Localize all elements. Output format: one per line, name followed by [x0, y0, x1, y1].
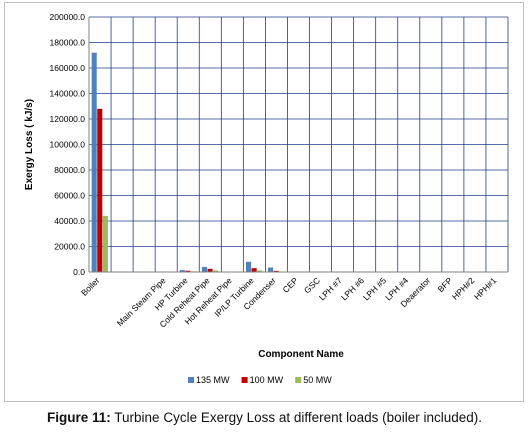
x-tick-label: Boiler: [79, 275, 102, 298]
y-tick-label: 40000.0: [54, 216, 85, 226]
exergy-loss-chart: 0.0 20000.0 40000.0 60000.0 80000.0 100000.0 1…: [24, 12, 509, 385]
legend-swatch: [295, 377, 302, 383]
y-tick-label: 160000.0: [50, 63, 86, 73]
bar-50-mw: [213, 270, 219, 272]
legend-swatch: [241, 377, 248, 383]
legend-swatch: [188, 377, 194, 383]
y-tick-label: 120000.0: [50, 114, 86, 124]
y-tick-label: 200000.0: [50, 12, 86, 22]
y-tick-label: 20000.0: [54, 242, 85, 252]
bar-100-mw: [97, 108, 103, 272]
x-tick-label: HPH#1: [472, 275, 499, 302]
x-tick-label: LPH #6: [339, 275, 366, 302]
x-axis-title: Component Name: [258, 349, 344, 360]
x-tick-label: HPH#2: [450, 275, 477, 302]
bar-100-mw: [251, 268, 257, 272]
y-tick-label: 100000.0: [50, 140, 86, 150]
y-tick-label: 60000.0: [54, 191, 85, 201]
bar-135-mw: [268, 267, 274, 272]
y-tick-label: 80000.0: [54, 165, 85, 175]
y-tick-label: 0.0: [73, 267, 85, 277]
legend-label: 100 MW: [250, 375, 284, 385]
x-tick-label: LPH #5: [361, 275, 388, 302]
bar-50-mw: [102, 215, 108, 272]
figure-caption: Figure 11: Turbine Cycle Exergy Loss at …: [0, 410, 529, 425]
y-tick-label: 140000.0: [50, 89, 86, 99]
x-tick-label: BFP: [436, 275, 455, 294]
legend-label: 50 MW: [303, 375, 332, 385]
bar-100-mw: [273, 270, 279, 272]
bar-100-mw: [207, 268, 213, 272]
y-tick-label: 180000.0: [50, 38, 86, 48]
bar-135-mw: [91, 52, 97, 273]
figure-caption-text: Turbine Cycle Exergy Loss at different l…: [114, 410, 482, 425]
x-tick-label: CEP: [280, 275, 300, 295]
bar-135-mw: [201, 266, 207, 272]
bar-100-mw: [185, 270, 191, 272]
bar-135-mw: [246, 261, 252, 272]
bar-135-mw: [179, 270, 185, 272]
legend-label: 135 MW: [196, 375, 230, 385]
figure-caption-label: Figure 11:: [47, 410, 111, 425]
y-axis-title: Exergy Loss ( kJ/s): [24, 99, 35, 190]
x-tick-label: LPH #7: [317, 275, 344, 302]
bar-50-mw: [257, 270, 263, 272]
